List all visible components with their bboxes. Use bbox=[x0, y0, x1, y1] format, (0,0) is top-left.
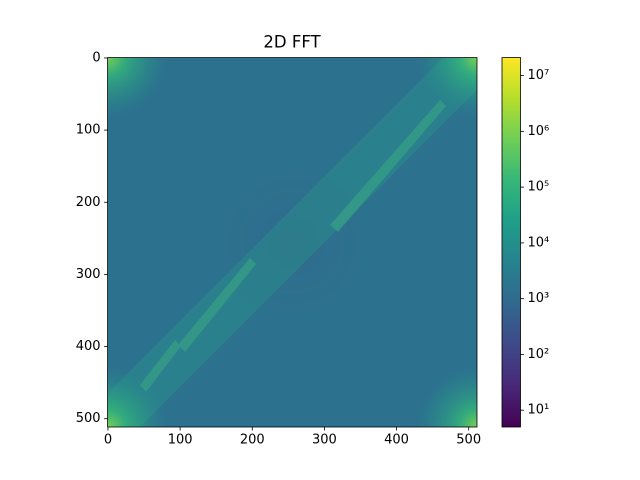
y-tick-label: 400 bbox=[76, 339, 101, 354]
colorbar-tick-label: 10⁵ bbox=[528, 180, 550, 195]
colorbar-tick-label: 10¹ bbox=[528, 403, 550, 418]
x-tick-label: 500 bbox=[456, 433, 481, 448]
x-tick-label: 300 bbox=[312, 433, 337, 448]
colorbar-tick-label: 10⁴ bbox=[528, 235, 550, 250]
colorbar bbox=[501, 57, 521, 428]
colorbar-tick-label: 10⁷ bbox=[528, 68, 550, 83]
colorbar-tick-label: 10³ bbox=[528, 291, 550, 306]
y-tick-label: 100 bbox=[76, 123, 101, 138]
y-tick-label: 500 bbox=[76, 411, 101, 426]
colorbar-tick-label: 10⁶ bbox=[528, 124, 550, 139]
y-tick-label: 200 bbox=[76, 195, 101, 210]
x-tick-label: 200 bbox=[240, 433, 265, 448]
y-tick-label: 300 bbox=[76, 267, 101, 282]
x-tick-label: 100 bbox=[168, 433, 193, 448]
x-tick-label: 0 bbox=[104, 433, 112, 448]
x-tick-label: 400 bbox=[384, 433, 409, 448]
chart-title: 2D FFT bbox=[263, 33, 321, 52]
colorbar-tick-label: 10² bbox=[528, 347, 550, 362]
y-tick-label: 0 bbox=[92, 50, 100, 65]
fft-image bbox=[107, 57, 477, 427]
axes-frame bbox=[107, 57, 478, 428]
